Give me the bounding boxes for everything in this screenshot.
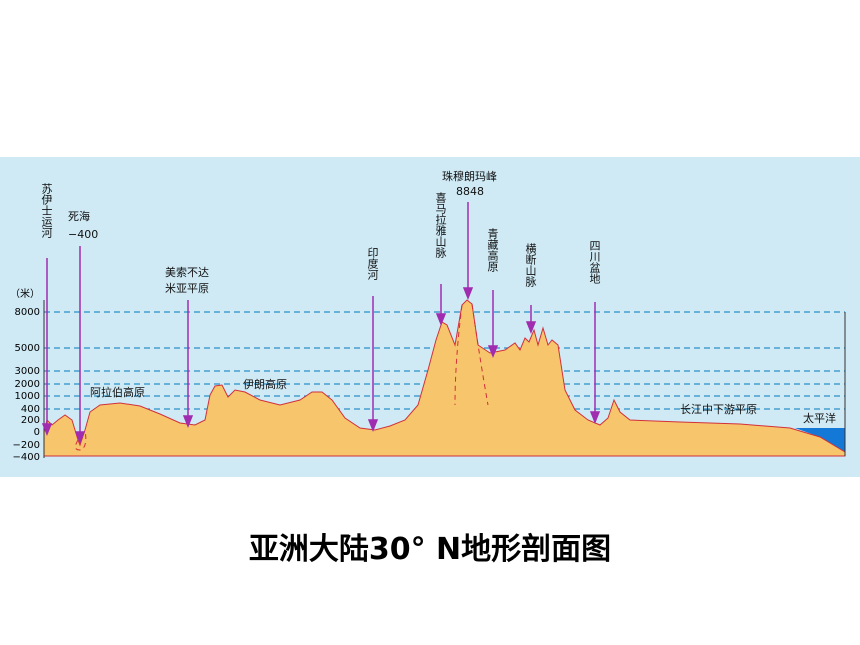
tick-label: 5000 <box>14 343 40 354</box>
place-label: 四川盆地 <box>588 240 601 284</box>
tick-label: 200 <box>20 415 40 426</box>
tick-label: 3000 <box>14 366 40 377</box>
tick-label: 400 <box>20 404 40 415</box>
place-label: 喜马拉雅山脉 <box>434 192 447 258</box>
tick-label: 1000 <box>14 391 40 402</box>
place-label: 8848 <box>456 185 484 198</box>
tick-label: −200 <box>12 440 40 451</box>
arrows <box>41 202 601 445</box>
place-label: 死海 <box>68 210 90 223</box>
place-label: 印度河 <box>366 247 379 280</box>
tick-label: 2000 <box>14 379 40 390</box>
ocean <box>795 428 845 452</box>
place-label: −400 <box>68 228 99 241</box>
place-label: 阿拉伯高原 <box>90 386 145 399</box>
place-label: 太平洋 <box>803 412 836 425</box>
place-label: 横断山脉 <box>524 243 537 287</box>
place-label: 伊朗高原 <box>243 378 287 391</box>
title: 亚洲大陆30° N地形剖面图 <box>248 532 612 567</box>
dashed-outlines <box>74 303 489 451</box>
place-label: 长江中下游平原 <box>680 403 757 416</box>
tick-label: −400 <box>12 452 40 463</box>
terrain-profile <box>43 299 846 457</box>
place-label: 美索不达 <box>165 266 209 279</box>
place-label: 米亚平原 <box>165 282 209 295</box>
tick-label: 0 <box>33 427 40 438</box>
place-label: 青藏高原 <box>486 228 499 272</box>
tick-label: 8000 <box>14 307 40 318</box>
axis-unit: （米） <box>10 289 40 300</box>
place-label: 珠穆朗玛峰 <box>442 170 497 183</box>
place-label: 苏伊士运河 <box>40 183 53 238</box>
